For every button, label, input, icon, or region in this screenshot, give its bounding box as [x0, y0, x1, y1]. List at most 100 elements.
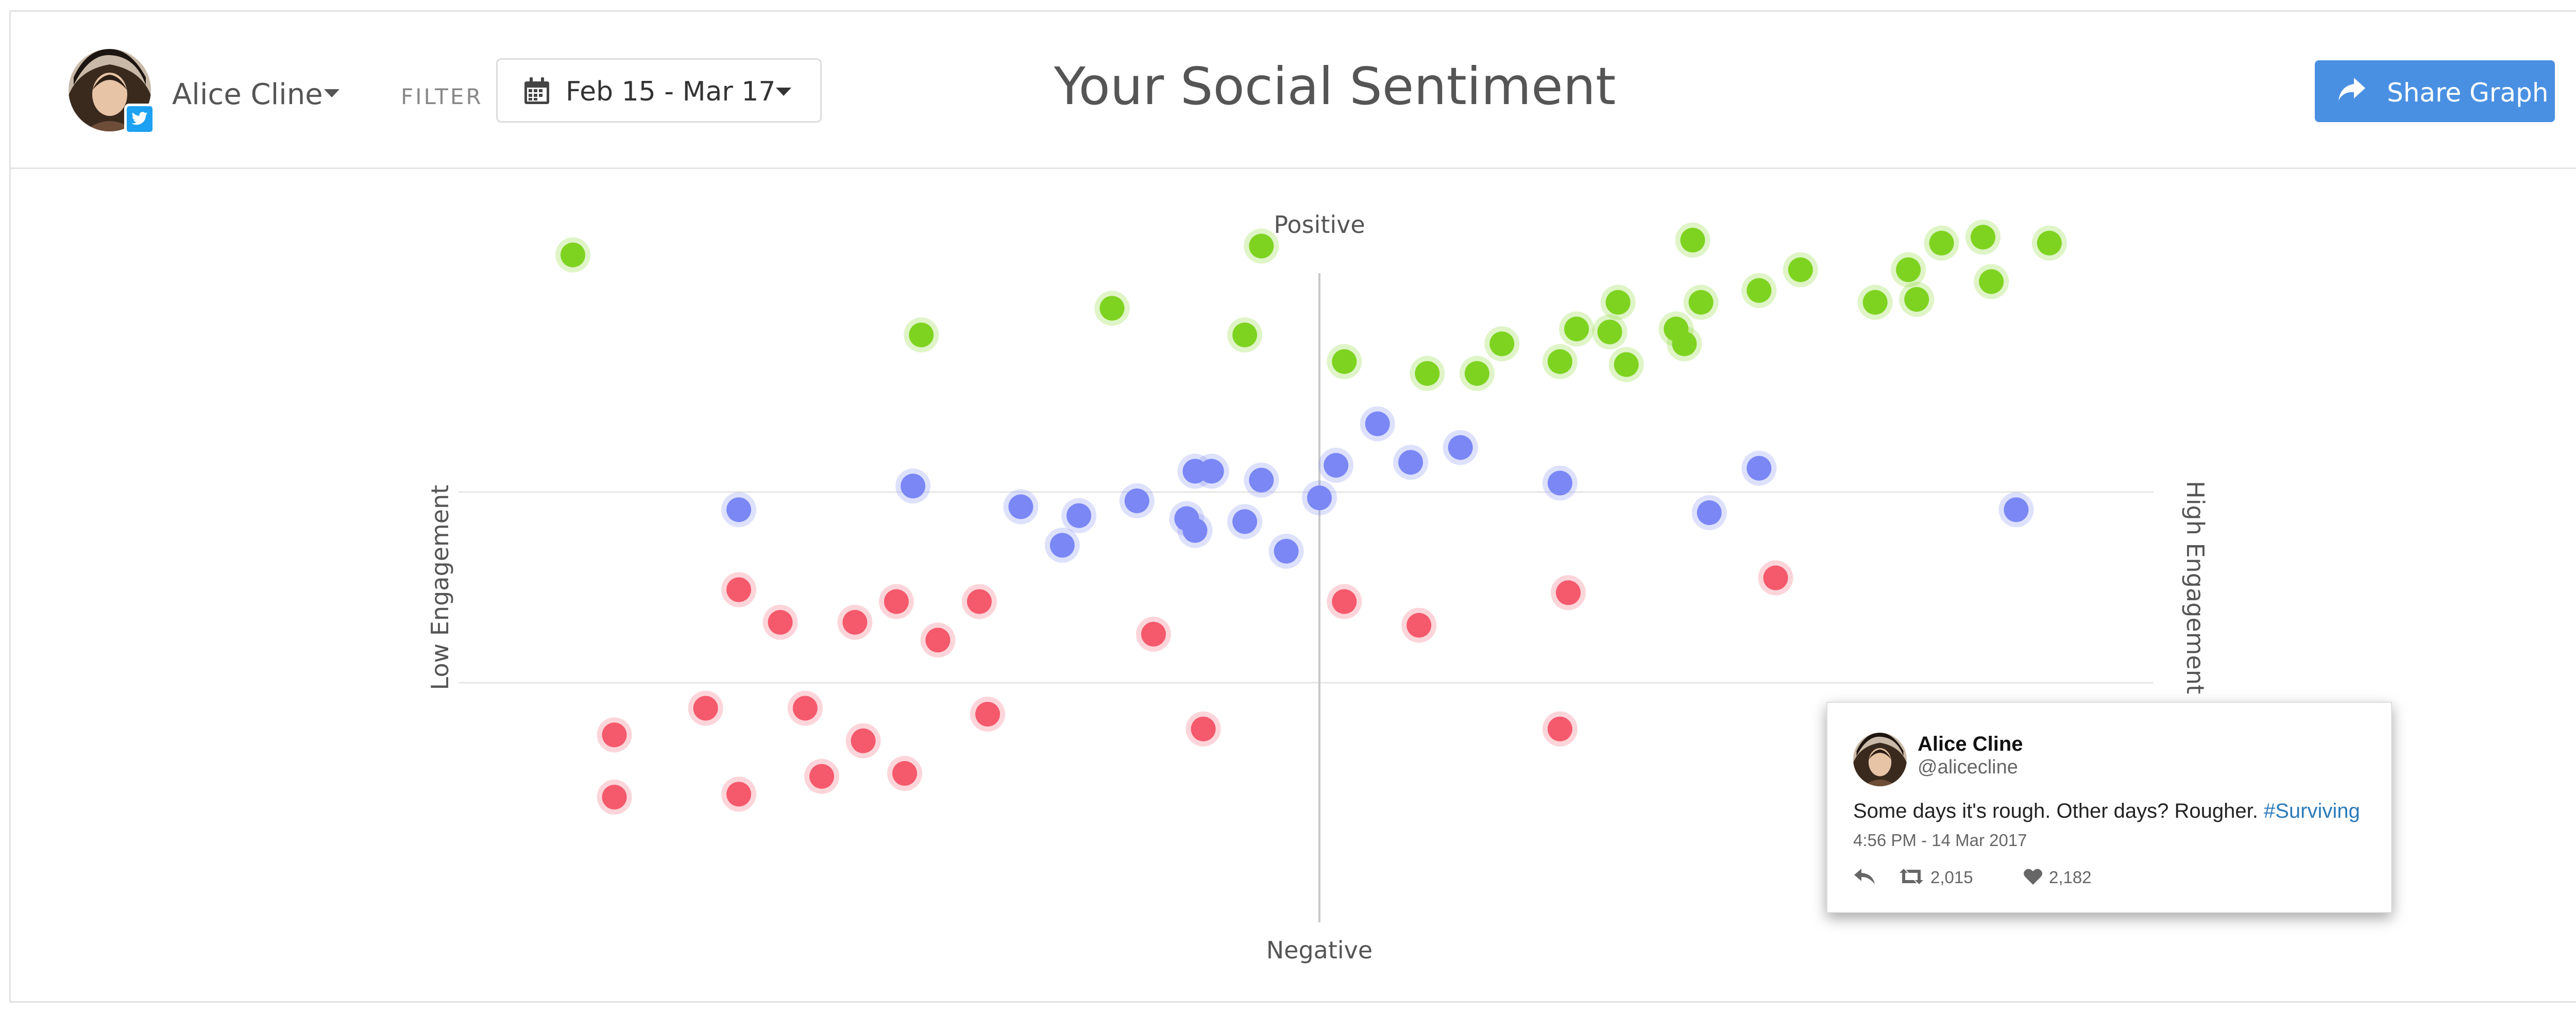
- point-negative-18[interactable]: [1406, 613, 1432, 638]
- point-neutral-21[interactable]: [2004, 497, 2029, 522]
- retweet-icon[interactable]: [1900, 868, 1923, 885]
- reply-icon[interactable]: [1853, 868, 1876, 885]
- point-neutral-17[interactable]: [1448, 435, 1473, 460]
- point-negative-0[interactable]: [602, 722, 627, 748]
- point-negative-4[interactable]: [726, 577, 751, 602]
- point-positive-26[interactable]: [2037, 230, 2062, 256]
- header-bar: Alice Cline FILTER Feb 15 - Mar 17: [11, 12, 2576, 169]
- retweet-count: 2,015: [1930, 868, 1973, 887]
- tweet-hashtag[interactable]: #Surviving: [2263, 800, 2360, 822]
- date-range-dropdown[interactable]: Feb 15 - Mar 17: [496, 58, 822, 123]
- point-negative-17[interactable]: [1332, 589, 1357, 614]
- point-positive-13[interactable]: [1614, 352, 1639, 377]
- point-neutral-0[interactable]: [726, 497, 751, 522]
- point-negative-14[interactable]: [975, 702, 1000, 727]
- point-negative-6[interactable]: [792, 696, 818, 721]
- point-positive-4[interactable]: [1232, 323, 1258, 347]
- axis-label-right: High Engagement: [2181, 481, 2209, 694]
- point-neutral-12[interactable]: [1274, 538, 1299, 564]
- point-positive-21[interactable]: [1896, 257, 1921, 282]
- point-negative-19[interactable]: [1547, 716, 1572, 741]
- point-positive-22[interactable]: [1904, 287, 1929, 312]
- point-neutral-19[interactable]: [1697, 500, 1722, 525]
- point-positive-23[interactable]: [1929, 230, 1954, 256]
- point-neutral-16[interactable]: [1398, 450, 1423, 475]
- user-name[interactable]: Alice Cline: [172, 78, 323, 111]
- point-positive-25[interactable]: [1979, 269, 2004, 294]
- point-positive-16[interactable]: [1680, 228, 1705, 252]
- point-negative-8[interactable]: [851, 728, 876, 753]
- point-neutral-14[interactable]: [1324, 453, 1349, 478]
- point-negative-16[interactable]: [1191, 716, 1216, 741]
- point-neutral-11[interactable]: [1232, 509, 1258, 534]
- like-count: 2,182: [2049, 868, 2092, 887]
- point-positive-3[interactable]: [1249, 233, 1274, 259]
- point-neutral-7[interactable]: [1174, 506, 1199, 531]
- tweet-text: Some days it's rough. Other days? Roughe…: [1853, 800, 2360, 823]
- point-neutral-5[interactable]: [1124, 488, 1149, 513]
- point-negative-20[interactable]: [1556, 580, 1581, 605]
- point-positive-2[interactable]: [1099, 296, 1125, 321]
- share-arrow-icon: [2338, 78, 2365, 100]
- point-neutral-10[interactable]: [1249, 467, 1274, 493]
- point-neutral-18[interactable]: [1547, 470, 1572, 496]
- point-negative-7[interactable]: [809, 764, 834, 789]
- page-title: Your Social Sentiment: [1054, 56, 1616, 116]
- point-neutral-3[interactable]: [1066, 503, 1092, 528]
- point-negative-12[interactable]: [925, 628, 951, 653]
- point-positive-18[interactable]: [1747, 278, 1772, 303]
- chevron-down-icon[interactable]: [324, 89, 340, 98]
- point-positive-9[interactable]: [1547, 349, 1572, 374]
- point-negative-5[interactable]: [768, 610, 793, 635]
- point-negative-11[interactable]: [892, 761, 917, 786]
- point-positive-20[interactable]: [1862, 290, 1888, 315]
- chart-grid: [459, 273, 2154, 922]
- point-negative-13[interactable]: [967, 589, 992, 614]
- point-neutral-20[interactable]: [1747, 455, 1772, 481]
- point-negative-2[interactable]: [693, 696, 718, 721]
- point-neutral-1[interactable]: [901, 474, 926, 499]
- point-positive-24[interactable]: [1971, 225, 1995, 250]
- share-graph-label: Share Graph: [2387, 78, 2549, 108]
- point-neutral-15[interactable]: [1365, 411, 1390, 436]
- point-neutral-2[interactable]: [1008, 494, 1033, 519]
- axis-label-left: Low Engagement: [426, 485, 454, 690]
- point-positive-6[interactable]: [1415, 361, 1440, 386]
- chevron-down-icon: [776, 88, 791, 96]
- axis-label-top: Positive: [1274, 211, 1365, 239]
- sentiment-card: Alice Cline FILTER Feb 15 - Mar 17: [9, 10, 2576, 1003]
- twitter-icon: [124, 104, 155, 134]
- point-positive-19[interactable]: [1788, 257, 1813, 282]
- calendar-icon: [524, 77, 549, 104]
- point-positive-5[interactable]: [1332, 349, 1357, 374]
- date-range-value: Feb 15 - Mar 17: [566, 76, 776, 107]
- point-negative-9[interactable]: [842, 610, 868, 635]
- point-positive-12[interactable]: [1605, 290, 1631, 315]
- point-neutral-13[interactable]: [1307, 485, 1332, 511]
- tweet-avatar[interactable]: [1853, 733, 1907, 786]
- point-positive-10[interactable]: [1564, 316, 1589, 342]
- share-graph-button[interactable]: Share Graph: [2315, 60, 2555, 122]
- tweet-timestamp[interactable]: 4:56 PM - 14 Mar 2017: [1853, 831, 2027, 850]
- point-negative-21[interactable]: [1763, 565, 1788, 590]
- point-neutral-9[interactable]: [1199, 459, 1224, 484]
- point-positive-8[interactable]: [1489, 331, 1515, 357]
- tweet-author-handle[interactable]: @alicecline: [1918, 756, 2018, 778]
- axis-label-bottom: Negative: [1266, 936, 1372, 964]
- point-negative-1[interactable]: [602, 785, 627, 809]
- point-negative-15[interactable]: [1141, 621, 1166, 647]
- point-negative-3[interactable]: [726, 782, 751, 807]
- point-neutral-4[interactable]: [1049, 533, 1075, 558]
- tweet-body: Some days it's rough. Other days? Roughe…: [1853, 800, 2264, 822]
- point-positive-17[interactable]: [1688, 290, 1714, 315]
- tweet-author-name[interactable]: Alice Cline: [1918, 733, 2023, 755]
- point-negative-10[interactable]: [884, 589, 909, 614]
- point-positive-15[interactable]: [1672, 331, 1697, 357]
- point-positive-7[interactable]: [1464, 361, 1489, 386]
- point-positive-1[interactable]: [909, 323, 934, 347]
- tweet-tooltip: Alice Cline @alicecline Some days it's r…: [1826, 702, 2392, 913]
- point-positive-11[interactable]: [1597, 319, 1622, 345]
- heart-icon[interactable]: [2023, 868, 2043, 885]
- point-positive-0[interactable]: [561, 242, 585, 267]
